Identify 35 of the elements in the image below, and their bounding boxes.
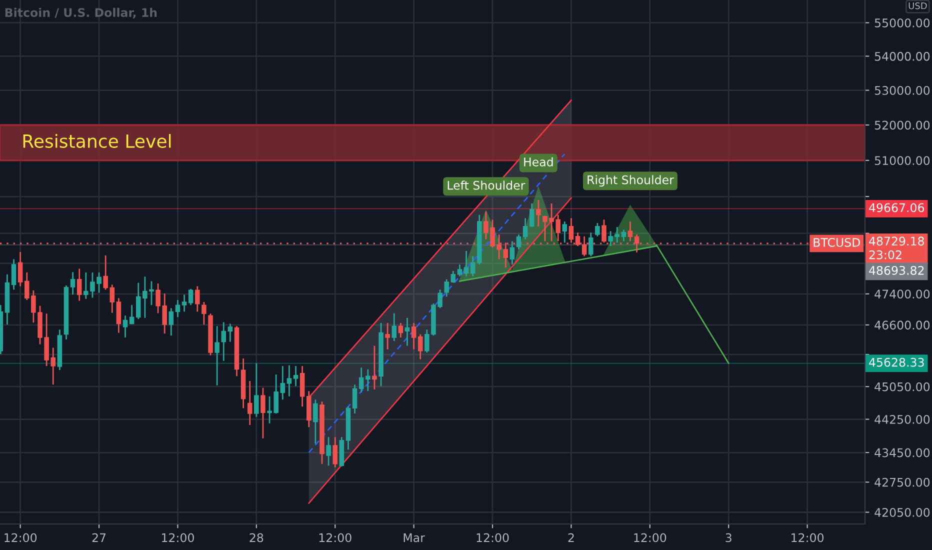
text: 23:02	[869, 250, 902, 260]
x-tick-label: Mar	[404, 533, 425, 542]
y-tick-label: 42050.00	[874, 508, 930, 517]
y-tick-label: 55000.00	[874, 18, 930, 28]
y-tick-label: 44250.00	[874, 414, 930, 424]
x-tick-label: 12:00	[4, 533, 37, 542]
y-tick-label: 47400.00	[874, 290, 930, 299]
ref-line-label: 49667.06	[869, 203, 924, 212]
y-tick-label: 43450.00	[874, 448, 930, 458]
ref-line-label: 45628.33	[869, 358, 924, 367]
annotation: Left Shoulder	[448, 180, 526, 190]
annotation: Right Shoulder	[588, 175, 674, 187]
ref-line-label: 48693.82	[869, 266, 924, 275]
x-tick-label: 12:00	[792, 533, 824, 542]
x-tick-label: 28	[250, 533, 264, 542]
x-tick-label: 2	[568, 533, 574, 542]
ref-line-label: BTCUSD	[814, 238, 860, 247]
x-tick-label: 12:00	[162, 533, 194, 542]
y-tick-label: 45050.00	[874, 382, 930, 392]
y-tick-label: 46600.00	[874, 320, 930, 330]
text: Bitcoin / U.S. Dollar, 1h	[5, 8, 157, 19]
y-tick-label: 51000.00	[874, 156, 930, 166]
x-tick-label: 27	[92, 533, 106, 542]
y-tick-label: 53000.00	[874, 86, 930, 95]
x-tick-label: 12:00	[319, 533, 352, 542]
y-tick-label: 42750.00	[874, 478, 930, 487]
y-tick-label: 52000.00	[874, 120, 930, 130]
text: 48729.18	[869, 236, 924, 246]
annotation: Head	[524, 157, 553, 166]
x-tick-label: 3	[726, 533, 732, 542]
x-tick-label: 12:00	[476, 533, 509, 542]
text: USD	[908, 2, 927, 10]
y-tick-label: 54000.00	[874, 52, 930, 61]
x-tick-label: 12:00	[634, 533, 666, 542]
band-label: Resistance Level	[23, 134, 171, 148]
